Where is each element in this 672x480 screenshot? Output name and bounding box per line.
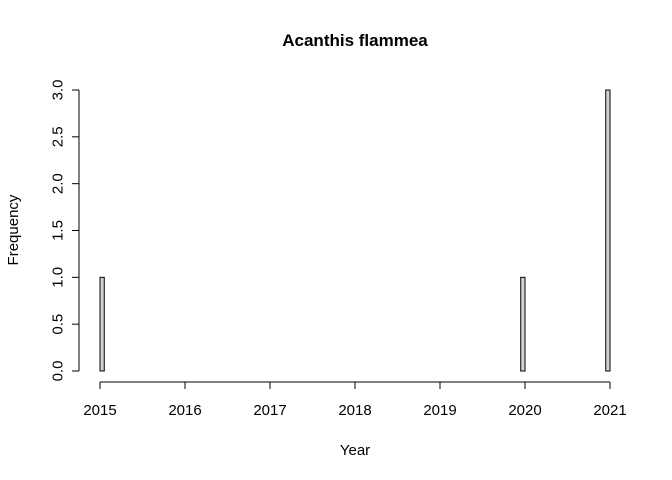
histogram-bar <box>520 276 526 372</box>
y-tick-label: 2.0 <box>49 173 66 194</box>
plot-area: 2015 2016 2017 2018 2019 2020 2021 0.0 0.5 1.0 1.5… <box>49 80 626 419</box>
y-tick-label: 2.5 <box>49 126 66 147</box>
y-tick-label: 1.0 <box>49 267 66 288</box>
x-tick-label: 2015 <box>83 402 116 419</box>
x-tick-label: 2019 <box>423 402 456 419</box>
x-tick-label: 2020 <box>508 402 541 419</box>
x-tick-label: 2018 <box>338 402 371 419</box>
x-axis-label: Year <box>340 442 370 459</box>
y-tick-label: 0.5 <box>49 314 66 335</box>
x-tick-label: 2016 <box>168 402 201 419</box>
x-tick-label: 2017 <box>253 402 286 419</box>
histogram-bar <box>605 89 611 372</box>
histogram-bar <box>99 276 105 372</box>
y-axis-label: Frequency <box>5 194 22 265</box>
x-tick-label: 2021 <box>593 402 626 419</box>
y-tick-label: 3.0 <box>49 80 66 101</box>
y-tick-label: 0.0 <box>49 361 66 382</box>
y-tick-label: 1.5 <box>49 220 66 241</box>
chart-title: Acanthis flammea <box>282 31 428 50</box>
